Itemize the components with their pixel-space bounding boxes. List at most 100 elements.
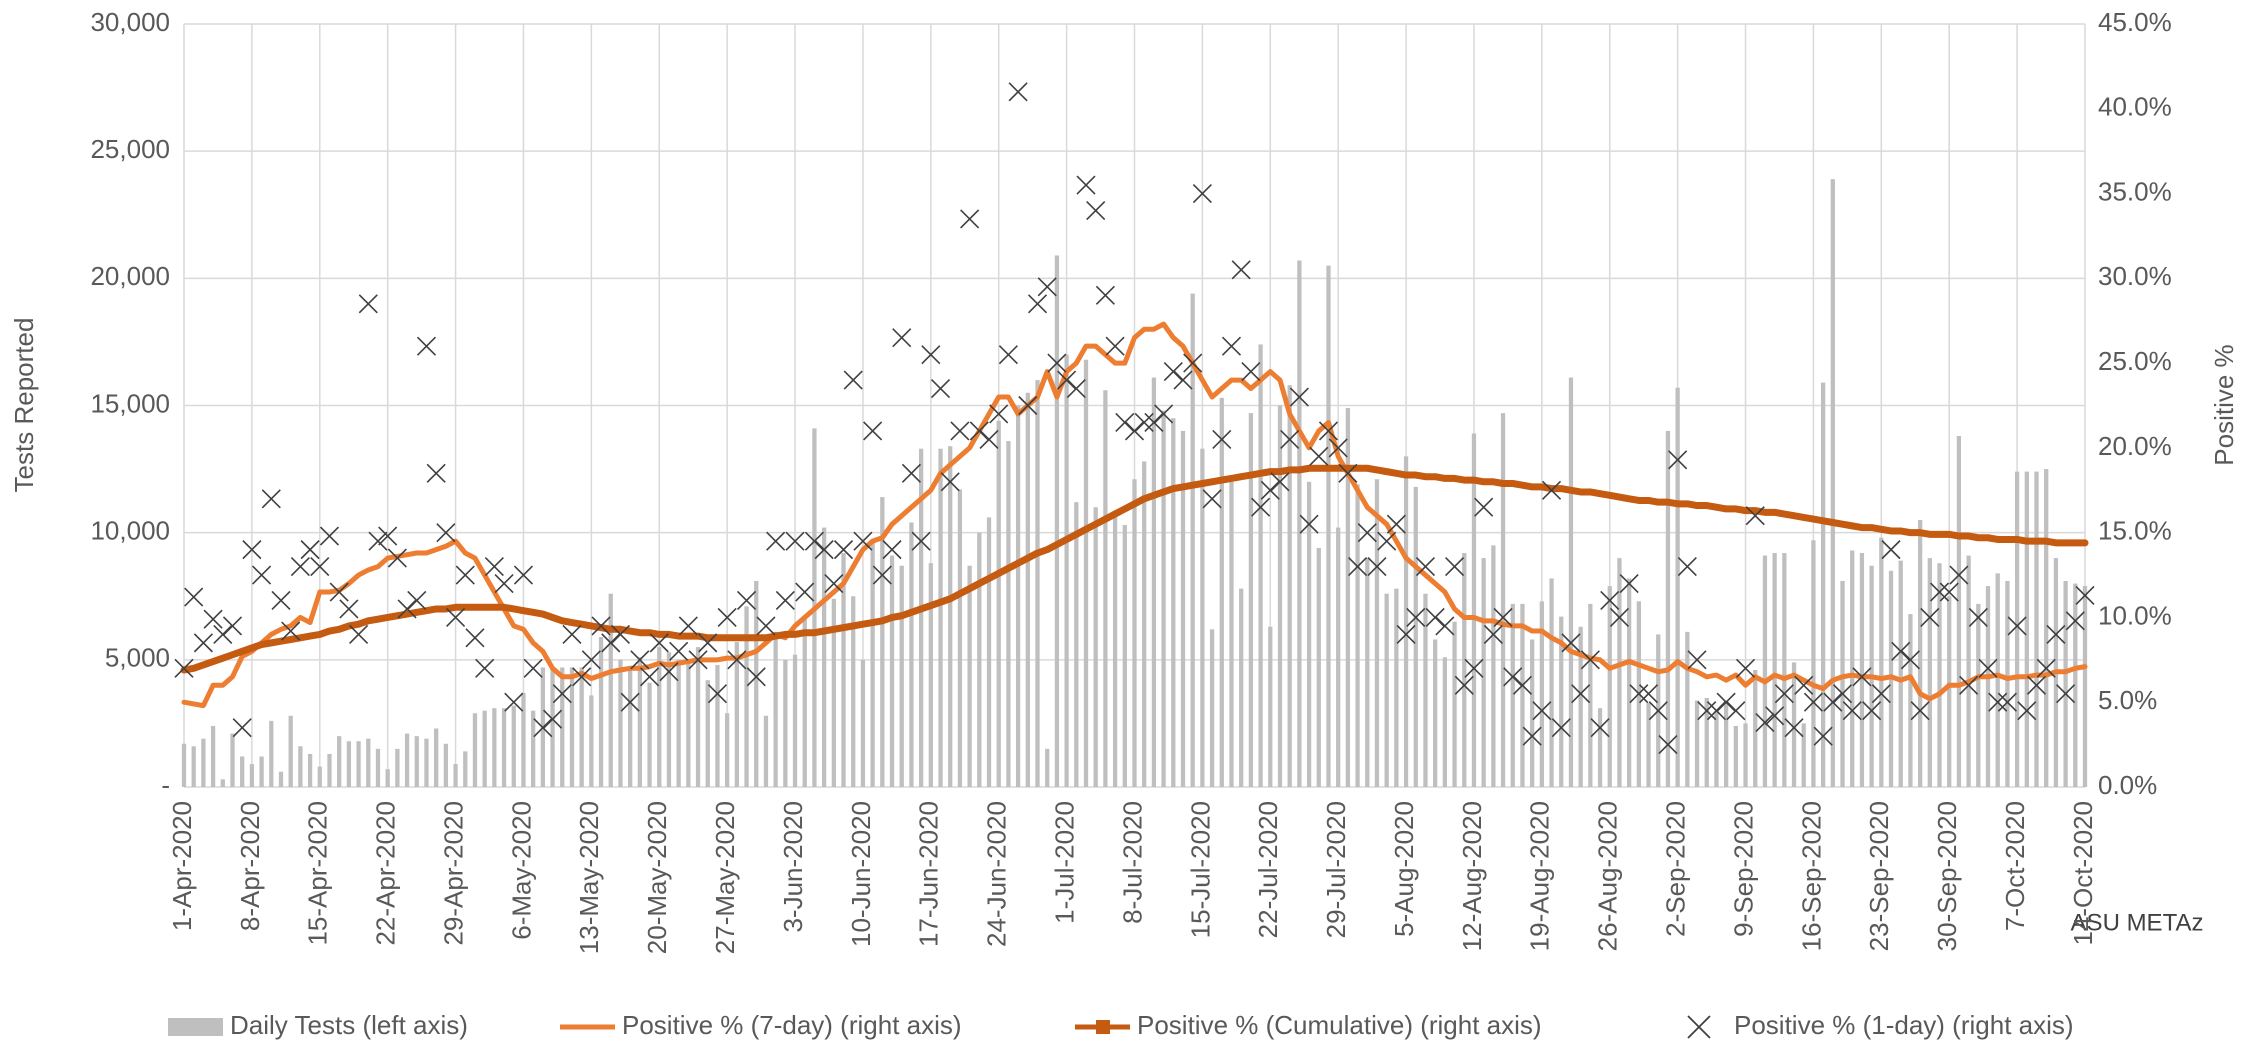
bar — [967, 565, 972, 787]
x-marker — [1862, 701, 1882, 721]
x-marker — [523, 658, 543, 678]
x-marker — [300, 540, 320, 560]
x-marker — [717, 607, 737, 628]
x-marker — [1299, 514, 1319, 534]
bar — [1355, 484, 1360, 787]
x-marker — [1968, 607, 1988, 628]
x-marker — [513, 565, 534, 585]
x-marker — [736, 590, 757, 611]
bar — [637, 657, 642, 787]
bar — [1791, 662, 1797, 787]
x-marker — [727, 650, 747, 670]
bar — [492, 708, 497, 787]
x-marker — [630, 650, 650, 670]
x-marker — [610, 624, 631, 644]
x-marker — [756, 616, 776, 636]
x-marker — [1348, 557, 1368, 577]
x-marker — [1192, 183, 1212, 204]
bar — [1685, 631, 1690, 787]
x-marker — [1144, 412, 1164, 433]
bar — [434, 728, 439, 787]
bar — [676, 659, 681, 787]
y-tick-label: 25,000 — [90, 134, 170, 164]
x-marker — [1900, 650, 1920, 670]
bar — [996, 420, 1001, 787]
x-marker — [833, 540, 854, 560]
bar — [1539, 601, 1544, 787]
x-marker — [775, 590, 795, 611]
x-marker — [1124, 421, 1145, 441]
bar — [1840, 580, 1845, 787]
x-marker — [339, 599, 359, 619]
x-marker — [2056, 684, 2076, 704]
bar — [259, 756, 264, 787]
x-marker — [1988, 692, 2008, 712]
x-marker — [1600, 590, 1620, 611]
bar — [269, 720, 274, 787]
bar — [628, 670, 633, 787]
x-marker — [688, 650, 708, 670]
x-marker — [1726, 701, 1746, 721]
y2-tick-label: 15.0% — [2098, 516, 2172, 546]
x-tick-label: 27-May-2020 — [710, 801, 740, 954]
bar — [1306, 481, 1312, 787]
x-marker — [1949, 565, 1969, 585]
bar — [618, 659, 623, 787]
bar — [1491, 545, 1496, 787]
bar — [1054, 255, 1060, 787]
legend-label: Daily Tests (left axis) — [230, 1010, 468, 1040]
bar — [918, 448, 924, 787]
bar — [366, 738, 371, 787]
bar — [1850, 550, 1855, 787]
x-marker — [659, 662, 679, 682]
x-marker — [969, 421, 989, 441]
bar — [1937, 563, 1942, 787]
x-tick-label: 24-Jun-2020 — [982, 801, 1012, 947]
bar — [1995, 573, 2000, 787]
x-marker — [1735, 658, 1756, 678]
bar — [1374, 479, 1380, 787]
x-marker — [940, 472, 960, 492]
x-marker — [2036, 658, 2056, 678]
legend-label: Positive % (7-day) (right axis) — [622, 1010, 962, 1040]
x-marker — [1541, 480, 1562, 500]
x-marker — [766, 531, 786, 551]
x-marker — [863, 421, 883, 441]
x-marker — [1765, 706, 1785, 726]
x-marker — [1057, 370, 1077, 390]
x-tick-label: 15-Jul-2020 — [1185, 801, 1215, 938]
x-marker — [872, 565, 892, 585]
annotation: ASU METAz — [2071, 909, 2204, 936]
x-marker — [1997, 692, 2017, 712]
x-marker — [746, 667, 766, 687]
x-tick-label: 9-Sep-2020 — [1728, 801, 1758, 937]
x-marker — [1328, 438, 1348, 458]
x-marker — [1571, 684, 1591, 704]
x-marker — [475, 658, 495, 678]
x-marker — [1658, 735, 1678, 755]
x-marker — [1173, 370, 1193, 390]
x-tick-label: 26-Aug-2020 — [1593, 801, 1623, 951]
bar — [346, 741, 352, 787]
legend-marker — [1096, 1020, 1110, 1034]
x-marker — [1871, 684, 1891, 704]
bar — [1122, 525, 1127, 787]
bar — [1442, 657, 1448, 787]
bar — [608, 593, 613, 787]
x-marker — [1386, 514, 1406, 534]
x-marker — [1745, 506, 1765, 526]
x-marker — [1231, 260, 1251, 280]
bar — [802, 619, 807, 787]
x-marker — [232, 718, 252, 738]
x-marker — [979, 429, 999, 449]
x-marker — [1377, 531, 1397, 551]
bar — [1578, 626, 1583, 787]
bar — [792, 654, 798, 787]
x-marker — [2075, 585, 2095, 605]
bar — [1627, 578, 1632, 787]
bar — [1035, 380, 1040, 787]
bar — [1394, 588, 1399, 787]
x-tick-label: 19-Aug-2020 — [1525, 801, 1555, 951]
x-marker — [184, 587, 204, 607]
bar — [1927, 558, 1932, 787]
